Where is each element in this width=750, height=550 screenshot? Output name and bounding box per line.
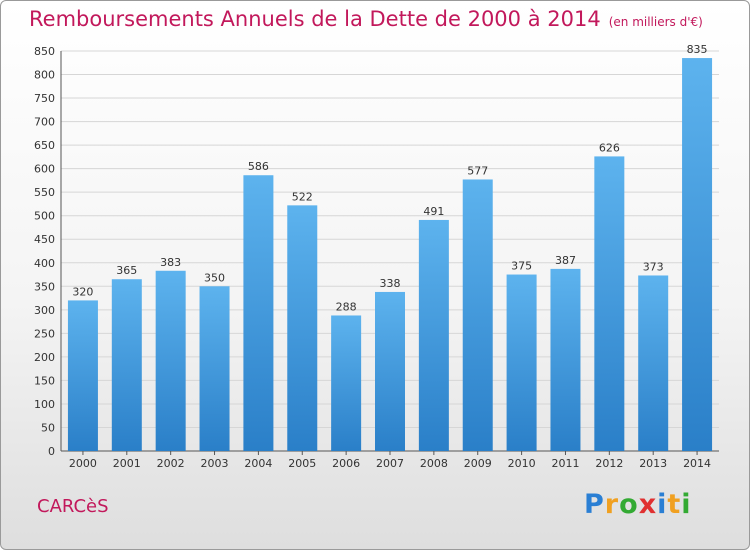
y-tick-label: 350: [34, 280, 55, 293]
y-tick-label: 50: [41, 421, 55, 434]
logo-letter: i: [657, 489, 668, 520]
x-tick-label: 2003: [201, 457, 229, 470]
y-tick-label: 800: [34, 69, 55, 82]
x-tick-label: 2011: [551, 457, 579, 470]
bar: [462, 179, 493, 451]
y-tick-label: 700: [34, 116, 55, 129]
city-name: CARCèS: [37, 496, 109, 517]
bar-value-label: 365: [116, 264, 137, 277]
bar-value-label: 577: [467, 164, 488, 177]
bar-value-label: 387: [555, 254, 576, 267]
bar: [506, 274, 537, 451]
bar-value-label: 383: [160, 256, 181, 269]
y-tick-label: 750: [34, 92, 55, 105]
y-tick-label: 600: [34, 163, 55, 176]
bar: [67, 300, 98, 451]
bar-value-label: 373: [643, 260, 664, 273]
x-tick-label: 2001: [113, 457, 141, 470]
x-tick-label: 2008: [420, 457, 448, 470]
y-tick-label: 100: [34, 398, 55, 411]
bar: [155, 270, 186, 451]
x-tick-label: 2004: [244, 457, 272, 470]
y-tick-label: 250: [34, 327, 55, 340]
logo-letter: r: [604, 489, 620, 520]
bar-value-label: 835: [687, 43, 708, 56]
x-tick-label: 2012: [595, 457, 623, 470]
logo-letter: t: [667, 489, 682, 520]
bar: [550, 268, 581, 451]
y-tick-label: 200: [34, 351, 55, 364]
bar-value-label: 626: [599, 141, 620, 154]
unit-label: (en milliers d'€): [608, 15, 703, 29]
y-tick-label: 450: [34, 233, 55, 246]
x-tick-label: 2000: [69, 457, 97, 470]
x-tick-label: 2014: [683, 457, 711, 470]
logo-letter: o: [619, 489, 639, 520]
y-tick-label: 400: [34, 257, 55, 270]
bar: [594, 156, 625, 452]
title-text: Remboursements Annuels de la Dette de 20…: [29, 7, 601, 31]
bar: [287, 205, 318, 451]
bar-value-label: 350: [204, 271, 225, 284]
bar: [199, 286, 230, 451]
x-tick-label: 2006: [332, 457, 360, 470]
proxiti-logo: Proxiti: [584, 489, 692, 520]
y-tick-label: 150: [34, 374, 55, 387]
x-tick-label: 2009: [464, 457, 492, 470]
bar-value-label: 522: [292, 190, 313, 203]
bar-value-label: 320: [72, 285, 93, 298]
logo-letter: i: [681, 489, 692, 520]
bar: [682, 58, 713, 451]
x-tick-label: 2010: [508, 457, 536, 470]
bar: [638, 275, 669, 451]
bar: [243, 175, 274, 451]
bar-value-label: 491: [423, 205, 444, 218]
y-tick-label: 300: [34, 304, 55, 317]
y-tick-label: 550: [34, 186, 55, 199]
bar: [418, 219, 449, 451]
bar-value-label: 375: [511, 260, 532, 273]
bar-value-label: 338: [380, 277, 401, 290]
bar: [111, 279, 142, 451]
x-tick-label: 2005: [288, 457, 316, 470]
x-tick-label: 2002: [157, 457, 185, 470]
bar: [375, 291, 405, 451]
x-tick-label: 2007: [376, 457, 404, 470]
logo-letter: P: [584, 489, 605, 520]
y-tick-label: 650: [34, 139, 55, 152]
x-tick-label: 2013: [639, 457, 667, 470]
bar-value-label: 586: [248, 160, 269, 173]
bar: [331, 315, 362, 451]
y-tick-label: 500: [34, 210, 55, 223]
chart-title: Remboursements Annuels de la Dette de 20…: [29, 7, 703, 31]
y-tick-label: 850: [34, 45, 55, 58]
logo-letter: x: [638, 489, 658, 520]
y-tick-label: 0: [48, 445, 55, 458]
bar-value-label: 288: [336, 300, 357, 313]
